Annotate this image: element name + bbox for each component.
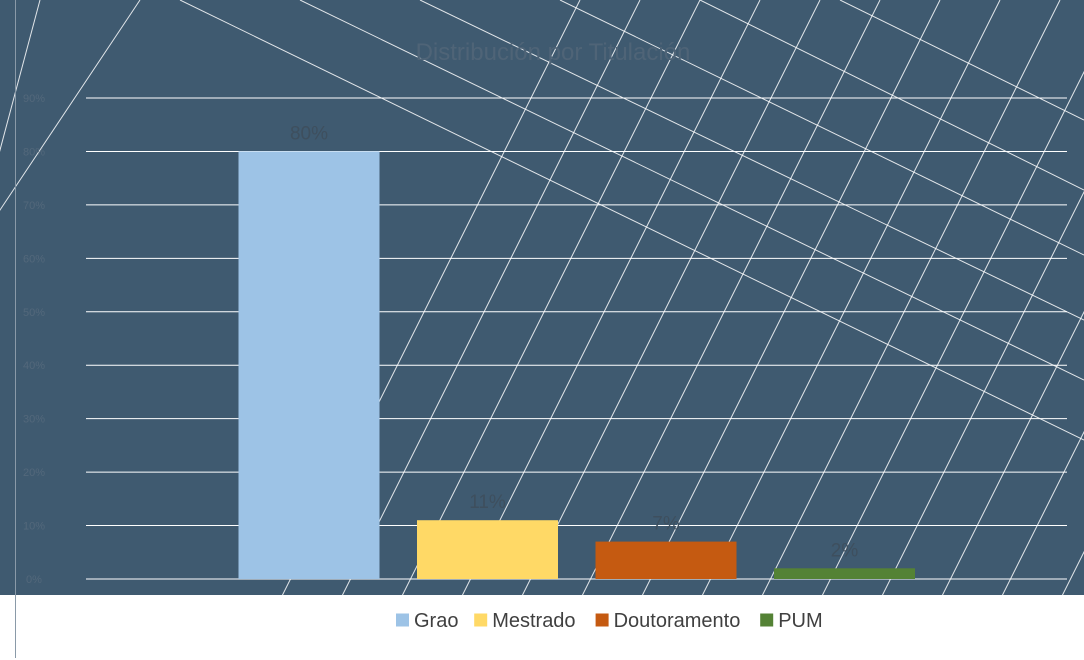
data-label: 80% — [290, 123, 328, 144]
data-labels: 80% 11% 7% 2% — [290, 123, 858, 561]
hatch-line — [0, 0, 141, 211]
y-tick-label: 20% — [23, 467, 45, 479]
bar-grao — [238, 151, 380, 579]
hatch-line — [839, 0, 1084, 121]
hatch-line — [559, 0, 1084, 256]
bar-doutoramento — [595, 541, 737, 579]
hatch-line — [0, 0, 41, 152]
y-tick-label: 10% — [23, 521, 45, 533]
legend-label: Doutoramento — [614, 610, 741, 632]
legend: Grao Mestrado Doutoramento PUM — [396, 610, 823, 632]
data-label: 7% — [652, 514, 680, 535]
hatch-line — [299, 0, 1084, 381]
hatch-line — [729, 0, 1061, 660]
y-tick-label: 50% — [23, 307, 45, 319]
legend-label: Grao — [414, 610, 458, 632]
legend-swatch — [396, 613, 409, 627]
hatch-line — [789, 70, 1084, 660]
y-tick-label: 30% — [23, 414, 45, 426]
y-tick-label: 90% — [23, 93, 45, 105]
data-label: 11% — [469, 492, 506, 513]
y-tick-label: 70% — [23, 200, 45, 212]
hatch-line — [849, 190, 1084, 660]
bar-mestrado — [417, 520, 558, 579]
legend-label: PUM — [778, 610, 822, 632]
legend-label: Mestrado — [492, 610, 575, 632]
y-tick-label: 80% — [23, 146, 45, 158]
bars — [238, 151, 915, 579]
y-tick-label: 60% — [23, 253, 45, 265]
hatch-line — [909, 310, 1084, 660]
bar-pum — [774, 568, 915, 579]
legend-swatch — [760, 613, 774, 627]
hatch-line — [969, 430, 1084, 660]
legend-swatch — [474, 613, 488, 627]
y-tick-label: 0% — [26, 574, 42, 586]
y-axis-tick-labels: 0% 10% 20% 30% 40% 50% 60% 70% 80% 90% — [23, 93, 45, 586]
data-label: 2% — [831, 540, 859, 561]
chart-title: Distribución por Titulación — [416, 39, 691, 66]
hatch-line — [179, 0, 1084, 441]
hatch-line — [419, 0, 1084, 321]
legend-swatch — [595, 613, 609, 627]
y-tick-label: 40% — [23, 360, 45, 372]
plot-background — [0, 0, 1084, 595]
hatch-line — [699, 0, 1084, 191]
